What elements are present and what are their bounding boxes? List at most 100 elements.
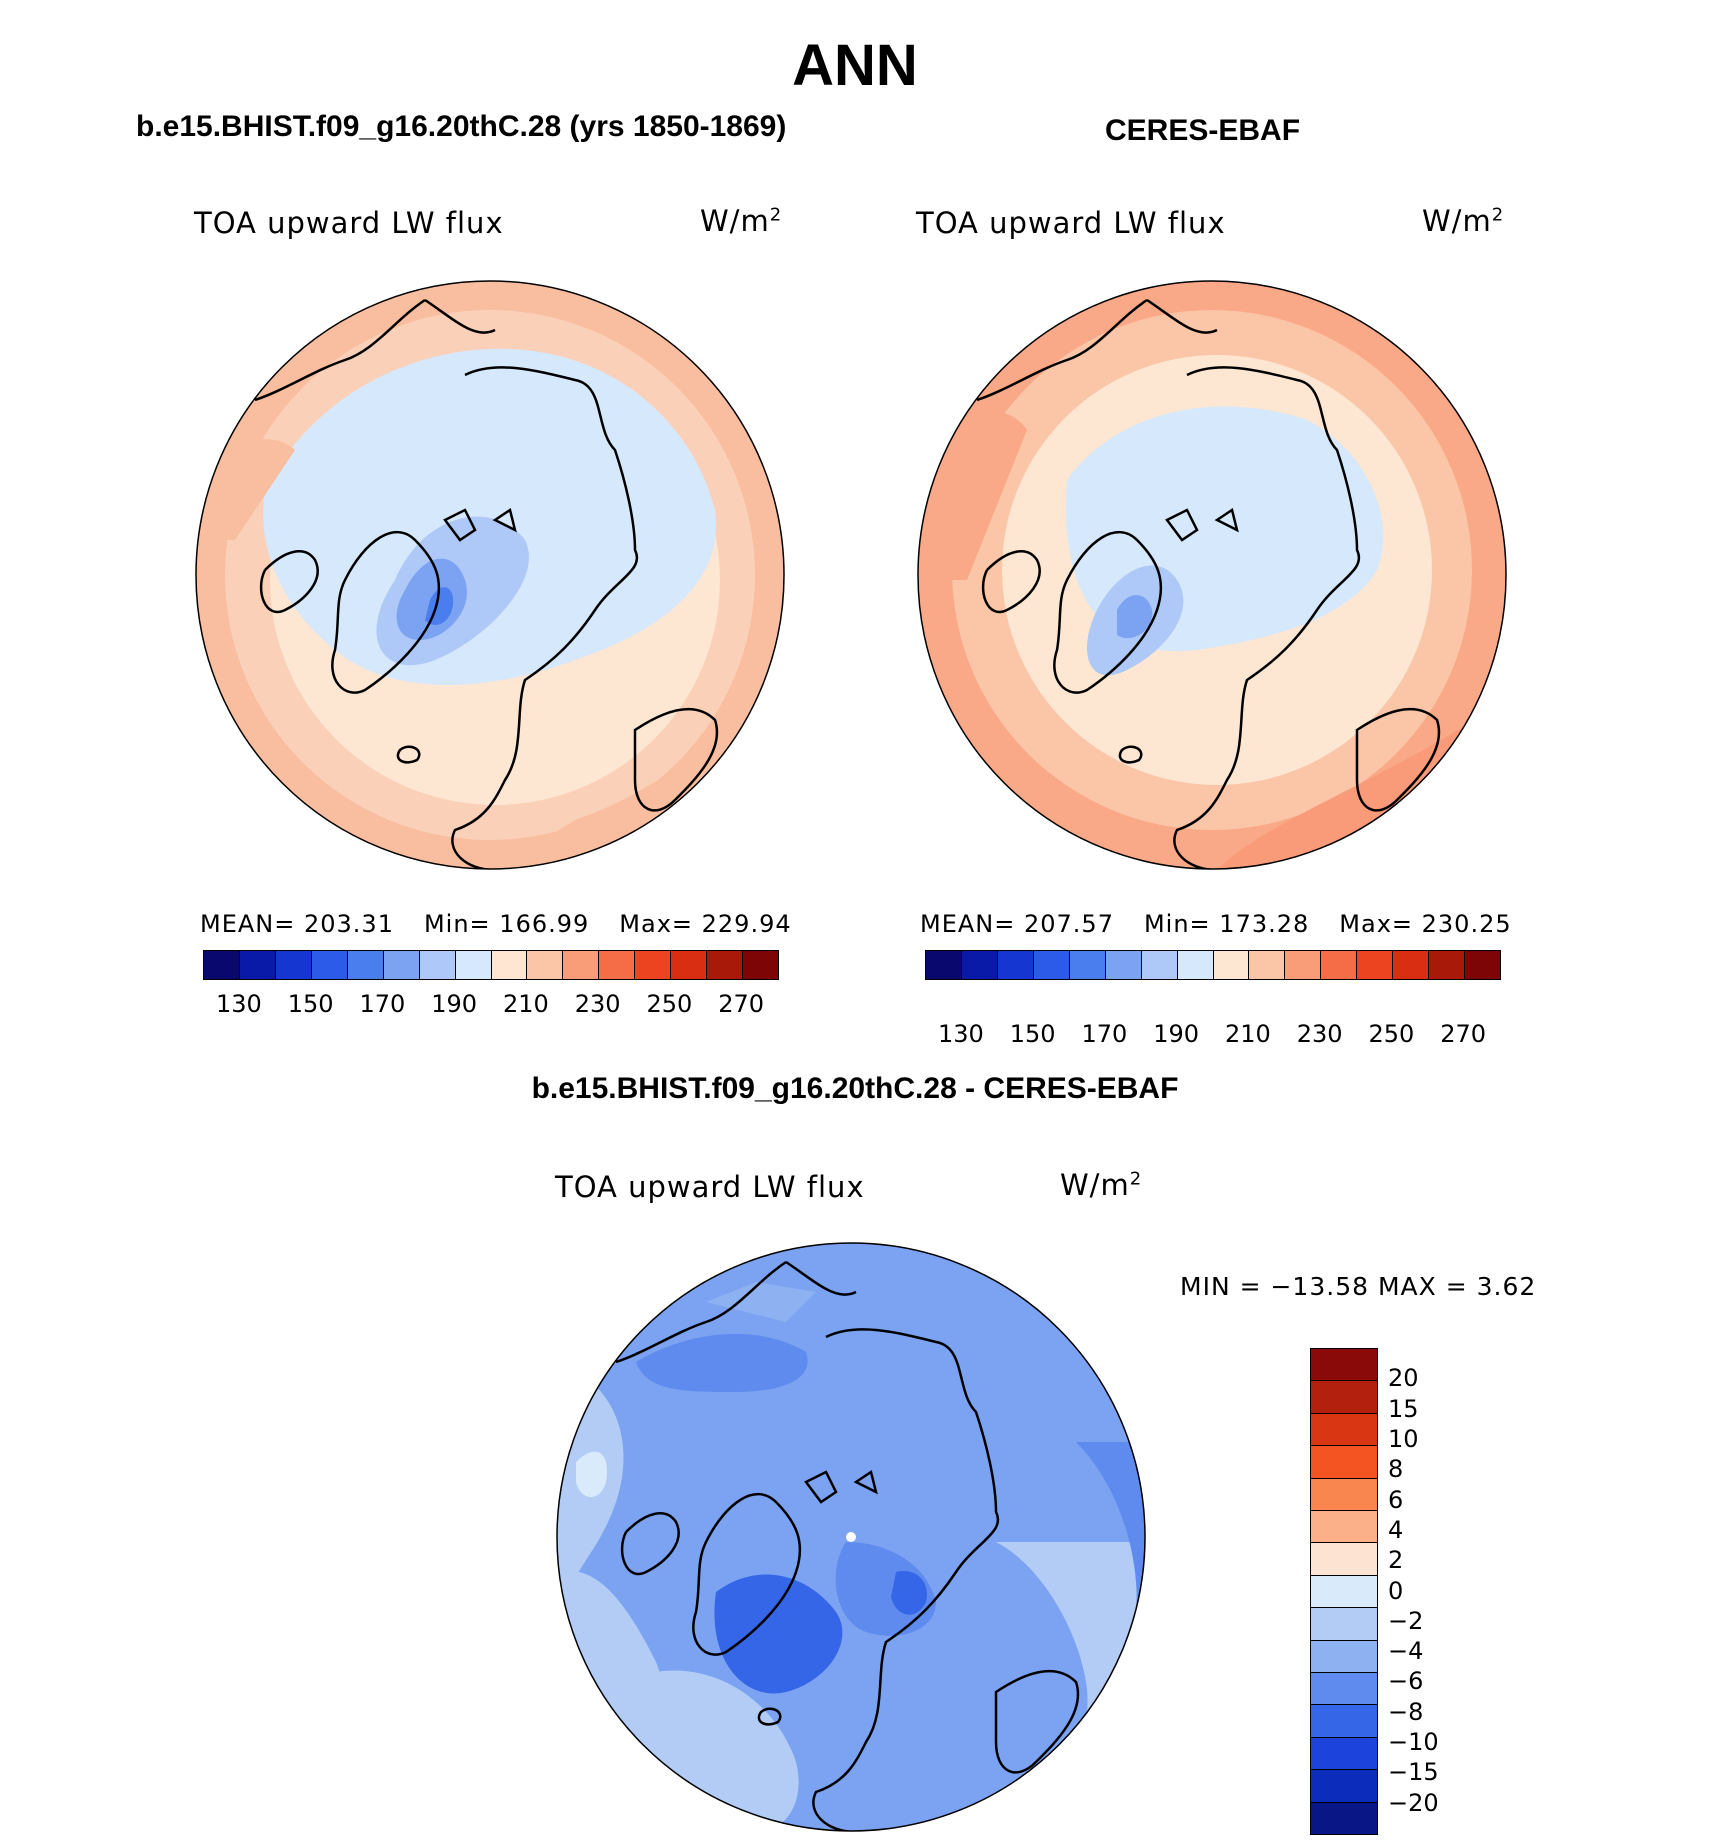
difference-polar-map xyxy=(556,1242,1146,1832)
colorbar-tick-label: 20 xyxy=(1388,1364,1419,1393)
colorbar-tick-label: 10 xyxy=(1388,1424,1419,1453)
colorbar-swatch xyxy=(1033,951,1070,979)
colorbar-swatch xyxy=(1311,1543,1377,1576)
colorbar-swatch xyxy=(1311,1673,1377,1706)
model-panel-title: b.e15.BHIST.f09_g16.20thC.28 (yrs 1850-1… xyxy=(136,110,787,143)
colorbar-tick-label: 4 xyxy=(1388,1515,1404,1544)
colorbar-tick-label: 190 xyxy=(431,990,478,1018)
model-units-label: W/m2 xyxy=(700,204,783,238)
colorbar-swatch xyxy=(707,951,744,979)
obs-max: Max= 230.25 xyxy=(1339,910,1512,938)
colorbar-tick-label: 190 xyxy=(1153,1020,1200,1048)
colorbar-swatch xyxy=(455,951,492,979)
colorbar-tick-label: −10 xyxy=(1388,1728,1439,1757)
colorbar-swatch xyxy=(1393,951,1430,979)
colorbar-tick-label: 130 xyxy=(215,990,262,1018)
colorbar-swatch xyxy=(1311,1575,1377,1609)
diff-colorbar-ticks: 20 15 10 8 6 4 2 0 −2 −4 −6 −8 −10 −15 −20 xyxy=(1388,1348,1468,1833)
colorbar-swatch xyxy=(1285,951,1322,979)
colorbar-swatch xyxy=(635,951,672,979)
colorbar-swatch xyxy=(1311,1640,1377,1674)
colorbar-swatch xyxy=(1311,1705,1377,1738)
colorbar-swatch xyxy=(599,951,636,979)
colorbar-tick-label: 210 xyxy=(1224,1020,1271,1048)
obs-colorbar-ticks: 130 150 170 190 210 230 250 270 xyxy=(925,1020,1499,1050)
model-colorbar-ticks: 130 150 170 190 210 230 250 270 xyxy=(203,990,777,1020)
colorbar-tick-label: 0 xyxy=(1388,1576,1404,1605)
colorbar-tick-label: 230 xyxy=(574,990,621,1018)
colorbar-swatch xyxy=(1311,1802,1377,1835)
colorbar-swatch xyxy=(1069,951,1106,979)
obs-units-label: W/m2 xyxy=(1422,204,1505,238)
model-min: Min= 166.99 xyxy=(423,910,590,938)
colorbar-tick-label: −2 xyxy=(1388,1606,1424,1635)
colorbar-swatch xyxy=(1311,1349,1377,1382)
colorbar-tick-label: −20 xyxy=(1388,1788,1439,1817)
diff-minmax: MIN = −13.58 MAX = 3.62 xyxy=(1180,1272,1537,1301)
diff-panel-title: b.e15.BHIST.f09_g16.20thC.28 - CERES-EBA… xyxy=(531,1072,1179,1105)
colorbar-tick-label: 8 xyxy=(1388,1455,1404,1484)
colorbar-swatch xyxy=(1321,951,1358,979)
colorbar-swatch xyxy=(419,951,456,979)
obs-colorbar xyxy=(925,950,1501,980)
colorbar-tick-label: 270 xyxy=(1440,1020,1487,1048)
colorbar-swatch xyxy=(527,951,564,979)
colorbar-swatch xyxy=(275,951,312,979)
colorbar-tick-label: 150 xyxy=(1009,1020,1056,1048)
colorbar-tick-label: 170 xyxy=(1081,1020,1128,1048)
colorbar-swatch xyxy=(1141,951,1178,979)
colorbar-tick-label: −8 xyxy=(1388,1697,1424,1726)
obs-stats: MEAN= 207.57 Min= 173.28 Max= 230.25 xyxy=(920,910,1512,938)
colorbar-tick-label: 250 xyxy=(646,990,693,1018)
colorbar-swatch xyxy=(239,951,276,979)
colorbar-tick-label: 150 xyxy=(287,990,334,1018)
colorbar-swatch xyxy=(1311,1770,1377,1803)
colorbar-swatch xyxy=(491,951,528,979)
obs-min: Min= 173.28 xyxy=(1143,910,1310,938)
colorbar-swatch xyxy=(1465,951,1500,979)
colorbar-swatch xyxy=(1105,951,1142,979)
model-colorbar xyxy=(203,950,779,980)
colorbar-swatch xyxy=(1311,1608,1377,1641)
model-polar-map xyxy=(195,280,785,870)
colorbar-tick-label: 250 xyxy=(1368,1020,1415,1048)
colorbar-swatch xyxy=(1311,1413,1377,1447)
colorbar-swatch xyxy=(926,951,962,979)
colorbar-tick-label: 230 xyxy=(1296,1020,1343,1048)
colorbar-swatch xyxy=(671,951,708,979)
obs-polar-map xyxy=(917,280,1507,870)
colorbar-swatch xyxy=(204,951,240,979)
diff-colorbar xyxy=(1310,1348,1378,1835)
diff-variable-label: TOA upward LW flux xyxy=(555,1170,865,1204)
model-variable-label: TOA upward LW flux xyxy=(194,206,504,240)
colorbar-swatch xyxy=(1357,951,1394,979)
colorbar-swatch xyxy=(1249,951,1286,979)
model-stats: MEAN= 203.31 Min= 166.99 Max= 229.94 xyxy=(200,910,792,938)
colorbar-tick-label: 2 xyxy=(1388,1546,1404,1575)
colorbar-swatch xyxy=(563,951,600,979)
obs-variable-label: TOA upward LW flux xyxy=(916,206,1226,240)
obs-panel-title: CERES-EBAF xyxy=(1105,114,1301,147)
colorbar-tick-label: 270 xyxy=(718,990,765,1018)
colorbar-tick-label: 130 xyxy=(937,1020,984,1048)
colorbar-swatch xyxy=(1429,951,1466,979)
colorbar-swatch xyxy=(743,951,778,979)
colorbar-tick-label: −4 xyxy=(1388,1637,1424,1666)
colorbar-swatch xyxy=(1311,1511,1377,1544)
colorbar-tick-label: 6 xyxy=(1388,1485,1404,1514)
colorbar-swatch xyxy=(1311,1478,1377,1512)
colorbar-swatch xyxy=(383,951,420,979)
colorbar-tick-label: 210 xyxy=(502,990,549,1018)
model-max: Max= 229.94 xyxy=(619,910,792,938)
model-mean: MEAN= 203.31 xyxy=(200,910,394,938)
colorbar-swatch xyxy=(961,951,998,979)
colorbar-tick-label: 170 xyxy=(359,990,406,1018)
colorbar-swatch xyxy=(1311,1446,1377,1479)
colorbar-swatch xyxy=(1311,1737,1377,1771)
obs-mean: MEAN= 207.57 xyxy=(920,910,1114,938)
colorbar-tick-label: 15 xyxy=(1388,1394,1419,1423)
colorbar-swatch xyxy=(1177,951,1214,979)
diff-units-label: W/m2 xyxy=(1060,1168,1143,1202)
colorbar-swatch xyxy=(311,951,348,979)
colorbar-swatch xyxy=(1213,951,1250,979)
